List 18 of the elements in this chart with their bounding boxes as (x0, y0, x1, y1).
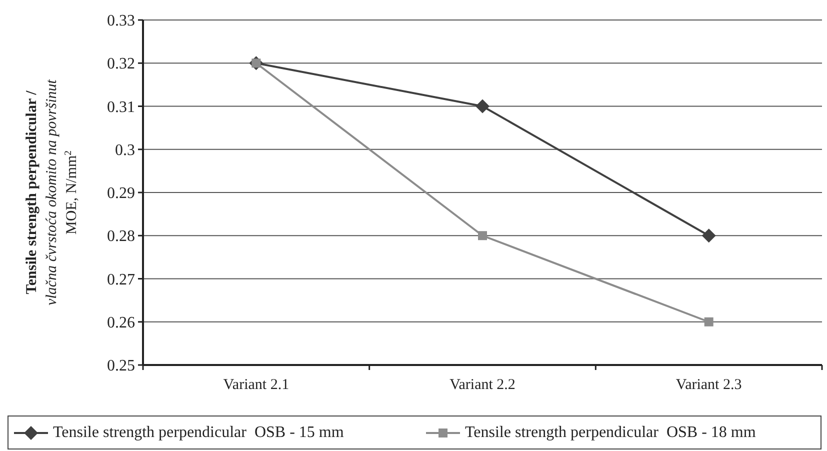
x-tick-label: Variant 2.1 (223, 377, 290, 393)
legend-label: Tensile strength perpendicular OSB - 18 mm (465, 424, 756, 441)
point (704, 317, 714, 326)
legend-label: Tensile strength perpendicular OSB - 15 mm (53, 424, 344, 441)
y-tick-label: 0.29 (107, 185, 135, 202)
y-tick-label: 0.26 (107, 314, 135, 332)
x-tick-label: Variant 2.3 (676, 377, 742, 393)
y-tick-label: 0.32 (107, 56, 135, 73)
y-tick-label: 0.25 (107, 358, 135, 375)
y-tick-label: 0.33 (107, 12, 135, 30)
point (476, 99, 490, 114)
x-tick-label: Variant 2.2 (450, 377, 516, 393)
point (702, 228, 716, 243)
y-tick-label: 0.28 (107, 228, 135, 246)
point (478, 231, 487, 240)
y-tick-label: 0.3 (115, 142, 135, 159)
y-tick-label: 0.31 (107, 98, 135, 116)
y-tick-label: 0.27 (107, 271, 135, 288)
